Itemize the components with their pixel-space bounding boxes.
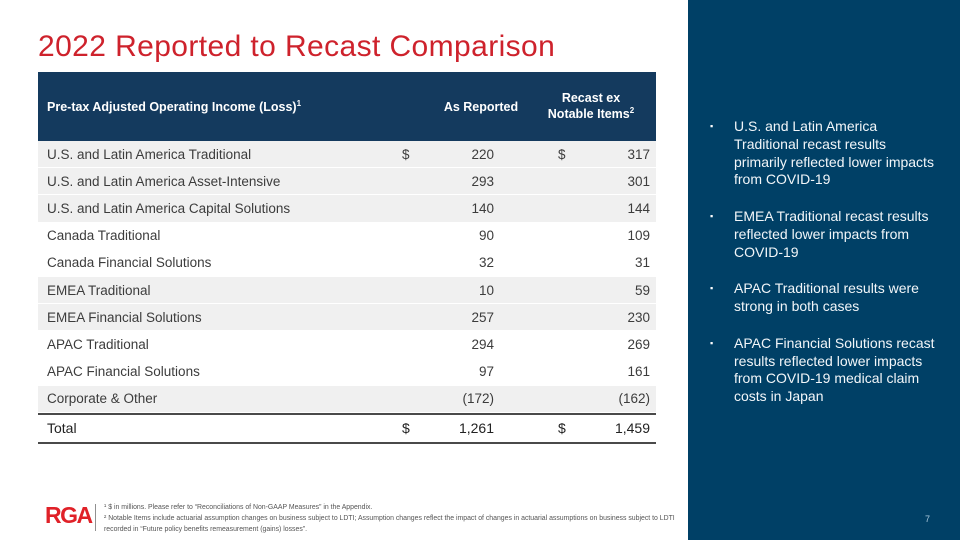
as-reported-value: 10 (478, 282, 494, 298)
total-as-reported-value: 1,261 (458, 420, 494, 437)
bullet-square-icon: ▪ (710, 121, 714, 131)
rga-logo: RGA (45, 502, 93, 528)
bullet-list: ▪ U.S. and Latin America Traditional rec… (688, 0, 960, 406)
table-row: Corporate & Other (172) (162) (38, 385, 656, 413)
as-reported-value: 293 (471, 173, 494, 189)
row-label: APAC Traditional (47, 336, 149, 352)
table-header-row: Pre-tax Adjusted Operating Income (Loss)… (38, 72, 656, 141)
total-label: Total (47, 420, 77, 437)
recast-value: 59 (634, 282, 650, 298)
table-row: U.S. and Latin America Asset-Intensive 2… (38, 168, 656, 196)
recast-value: 109 (627, 228, 650, 244)
column-header-as-reported: As Reported (443, 99, 519, 114)
recast-value: 31 (634, 255, 650, 271)
bullet-square-icon: ▪ (710, 337, 714, 348)
as-reported-value: 140 (471, 200, 494, 216)
list-item: ▪ APAC Traditional results were strong i… (710, 280, 940, 316)
currency-symbol: $ (402, 420, 410, 437)
column-header-metric-label: Pre-tax Adjusted Operating Income (Loss) (47, 100, 297, 115)
column-header-recast-line2: Notable Items (547, 107, 630, 122)
row-label: Corporate & Other (47, 391, 158, 407)
recast-value: 144 (627, 200, 650, 216)
table-row: Canada Financial Solutions 32 31 (38, 250, 656, 277)
list-item: ▪ EMEA Traditional recast results reflec… (710, 208, 940, 261)
page-number: 7 (924, 514, 930, 524)
row-label: U.S. and Latin America Capital Solutions (47, 200, 291, 216)
row-label: Canada Traditional (47, 228, 161, 244)
table-row: APAC Financial Solutions 97 161 (38, 359, 656, 386)
bullet-text: APAC Traditional results were strong in … (734, 280, 919, 315)
row-label: Canada Financial Solutions (47, 255, 212, 271)
table-row: APAC Traditional 294 269 (38, 331, 656, 359)
page-title: 2022 Reported to Recast Comparison (38, 30, 556, 63)
as-reported-value: 97 (478, 364, 494, 380)
comparison-table: Pre-tax Adjusted Operating Income (Loss)… (38, 72, 656, 444)
row-label: EMEA Financial Solutions (47, 309, 202, 325)
recast-value: 301 (627, 173, 650, 189)
recast-value: 317 (627, 146, 650, 162)
as-reported-value: 220 (471, 146, 494, 162)
bullet-square-icon: ▪ (710, 283, 714, 294)
currency-symbol: $ (558, 146, 566, 162)
as-reported-value: (172) (462, 391, 494, 407)
footer-divider (95, 504, 96, 531)
bullet-square-icon: ▪ (710, 211, 714, 222)
row-label: APAC Financial Solutions (47, 364, 200, 380)
as-reported-value: 32 (478, 255, 494, 271)
row-label: U.S. and Latin America Asset-Intensive (47, 173, 281, 189)
table-row: Canada Traditional 90 109 (38, 223, 656, 250)
footnotes: ¹ $ in millions. Please refer to “Reconc… (104, 502, 682, 535)
as-reported-value: 294 (471, 336, 494, 352)
table-total-row: Total $ 1,261 $ 1,459 (38, 412, 656, 444)
footnote-1: ¹ $ in millions. Please refer to “Reconc… (104, 504, 373, 511)
currency-symbol: $ (402, 146, 410, 162)
total-recast-value: 1,459 (614, 420, 650, 437)
row-label: U.S. and Latin America Traditional (47, 146, 252, 162)
as-reported-value: 90 (478, 228, 494, 244)
recast-value: 161 (627, 364, 650, 380)
bullet-text: U.S. and Latin America Traditional recas… (734, 118, 934, 188)
table-row: EMEA Traditional 10 59 (38, 276, 656, 305)
as-reported-value: 257 (471, 309, 494, 325)
recast-value: 230 (627, 309, 650, 325)
recast-value: 269 (627, 336, 650, 352)
currency-symbol: $ (558, 420, 566, 437)
footnote-ref-2: 2 (629, 106, 635, 116)
footnote-2: ² Notable Items include actuarial assump… (104, 515, 675, 534)
recast-value: (162) (618, 391, 650, 407)
bullet-text: APAC Financial Solutions recast results … (734, 334, 935, 405)
column-header-recast-line1: Recast ex (561, 90, 621, 105)
bullet-text: EMEA Traditional recast results reflecte… (734, 208, 929, 260)
table-row: EMEA Financial Solutions 257 230 (38, 304, 656, 332)
column-header-metric: Pre-tax Adjusted Operating Income (Loss)… (38, 99, 436, 114)
footnote-ref-1: 1 (296, 98, 302, 108)
column-header-recast: Recast ex Notable Items2 (526, 90, 656, 124)
table-row: U.S. and Latin America Capital Solutions… (38, 195, 656, 223)
commentary-sidebar: ▪ U.S. and Latin America Traditional rec… (688, 0, 960, 540)
table-row: U.S. and Latin America Traditional $ 220… (38, 141, 656, 169)
list-item: ▪ APAC Financial Solutions recast result… (710, 335, 940, 406)
list-item: ▪ U.S. and Latin America Traditional rec… (710, 118, 940, 189)
row-label: EMEA Traditional (47, 282, 151, 298)
